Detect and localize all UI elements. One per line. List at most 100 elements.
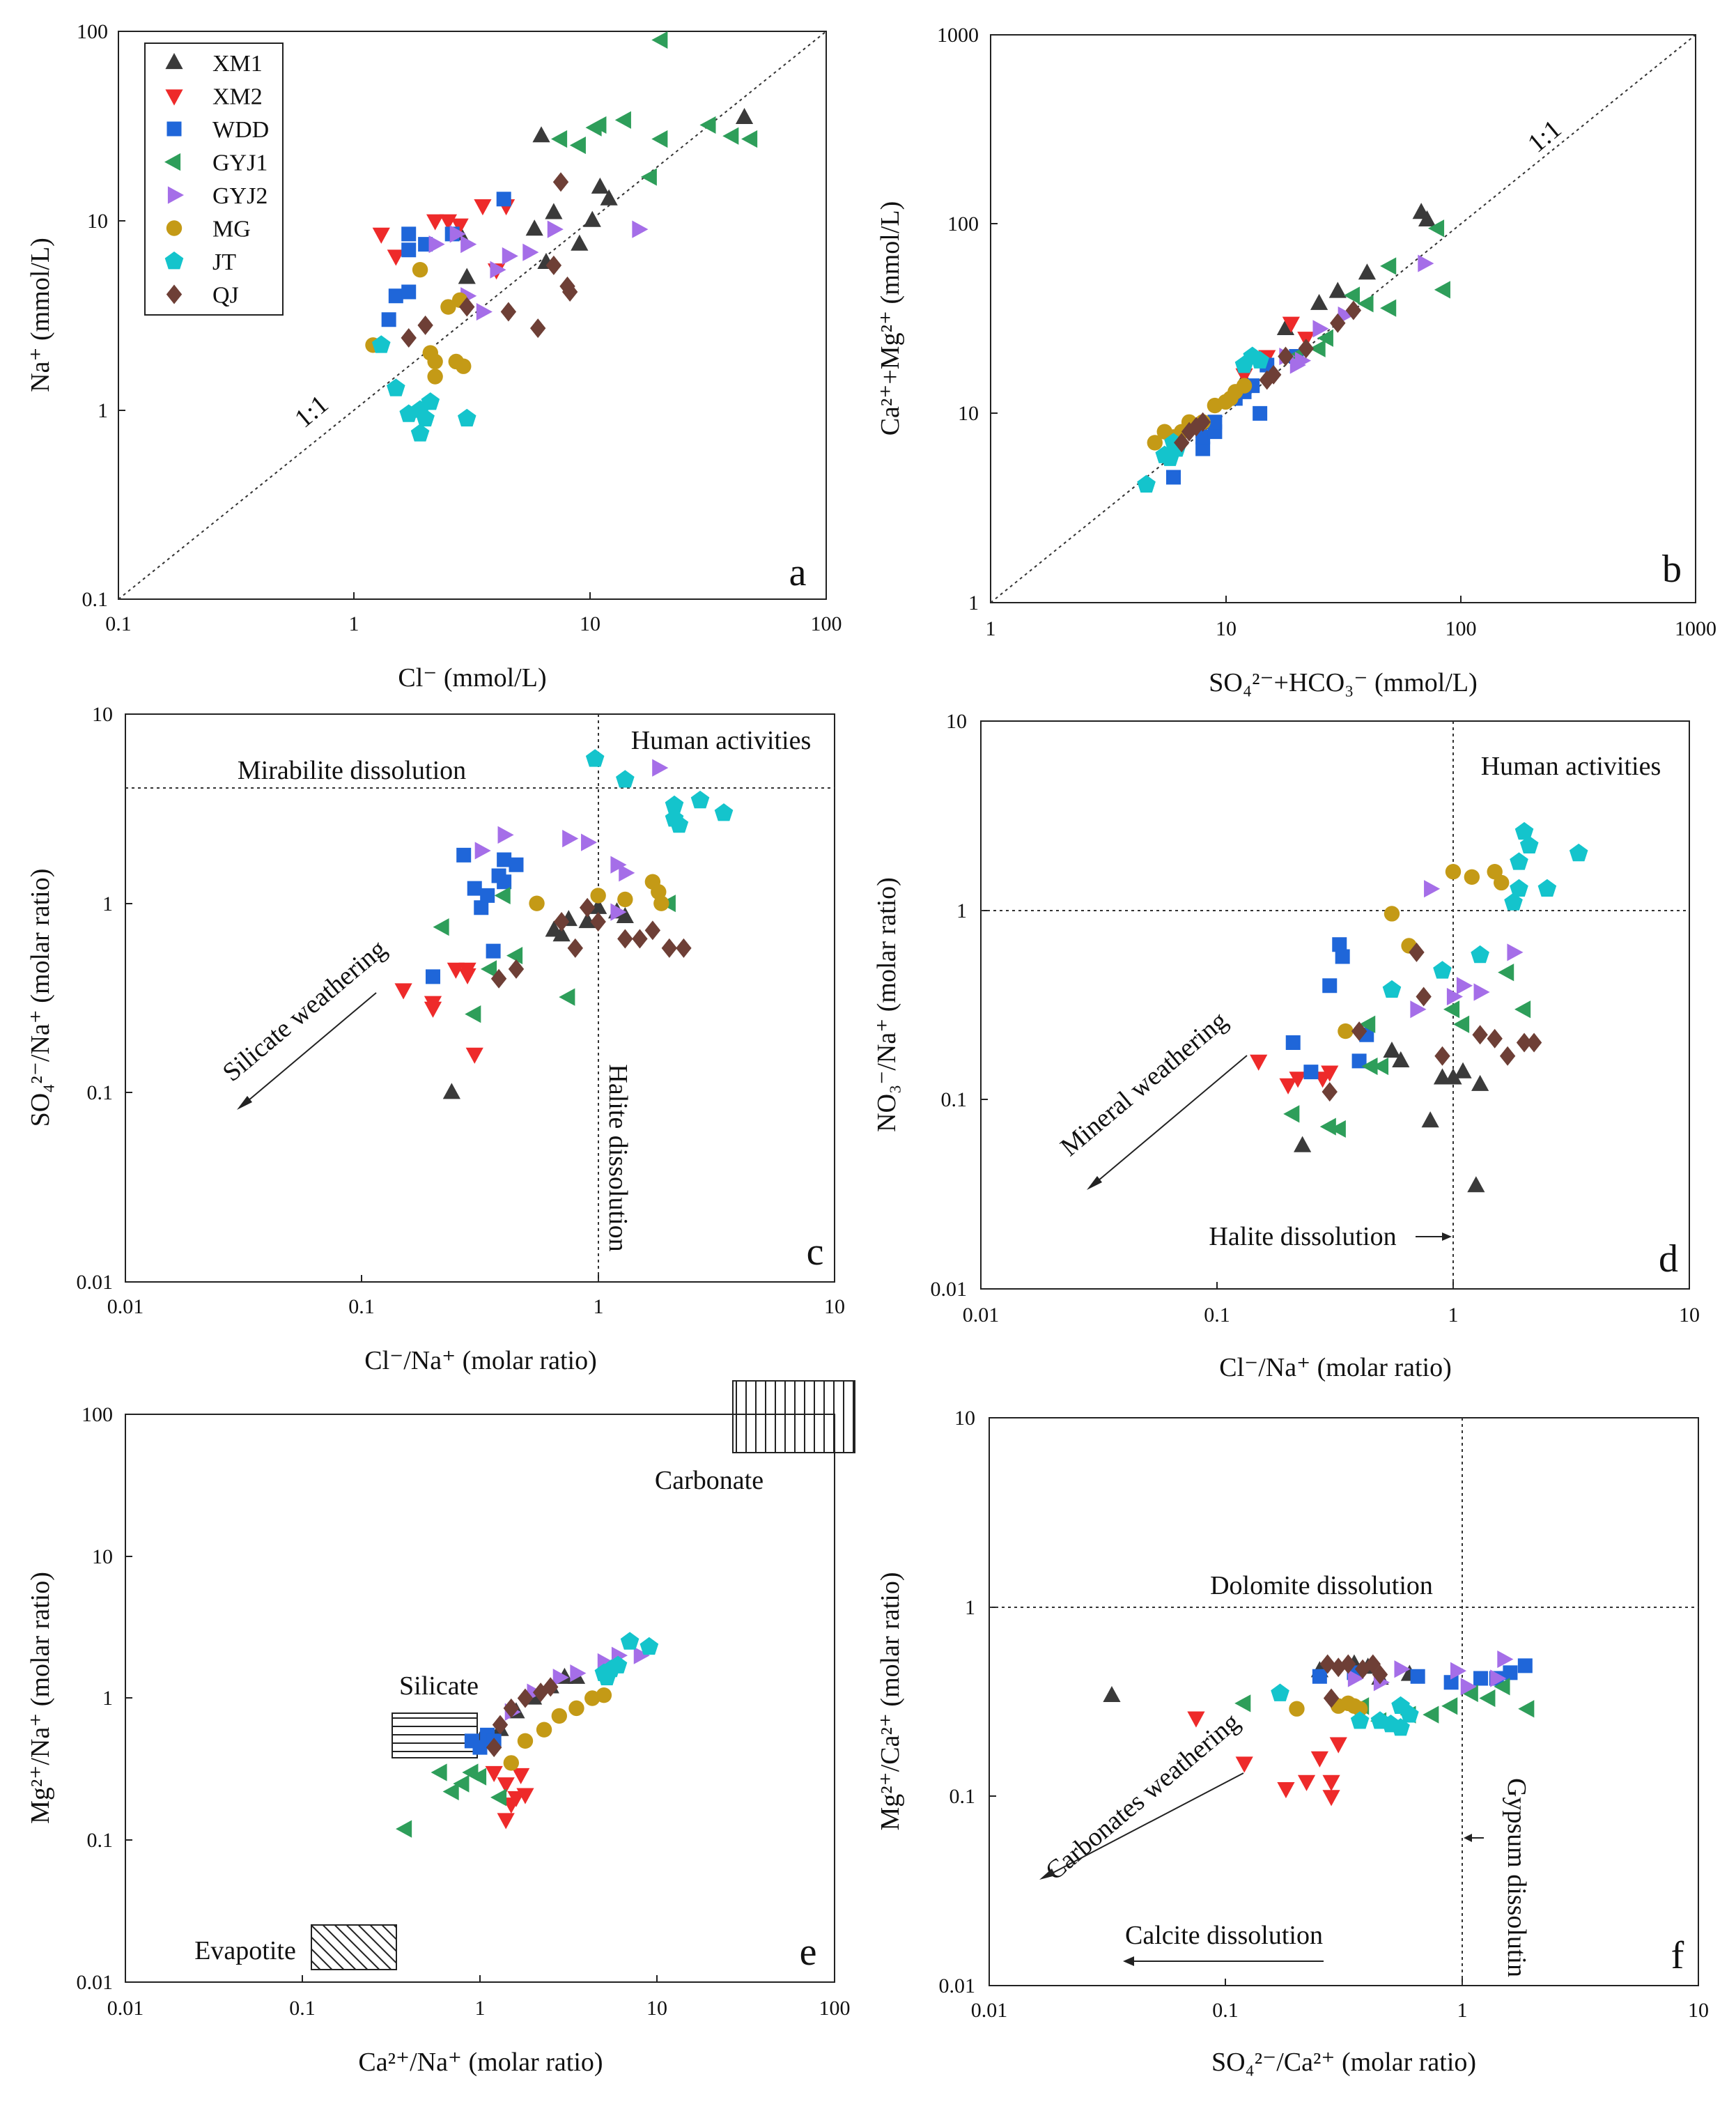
data-point [530, 318, 546, 339]
data-point [465, 1047, 483, 1064]
data-point [581, 833, 598, 851]
data-point [1517, 1658, 1533, 1673]
data-point [616, 906, 634, 923]
series-mg [1338, 864, 1510, 1039]
data-point [1421, 1111, 1439, 1128]
series-qj [490, 897, 692, 989]
data-point [591, 177, 609, 194]
halite-dissolution-label: Halite dissolution [603, 1064, 633, 1251]
data-point [1444, 1068, 1462, 1085]
data-point [1418, 210, 1436, 227]
data-point [1278, 346, 1294, 366]
data-point [590, 116, 607, 134]
data-point [372, 227, 390, 244]
x-tick-label: 100 [819, 1997, 851, 2020]
y-tick-label: 0.1 [941, 1088, 968, 1111]
y-tick-label: 10 [87, 210, 108, 233]
series-gyj1 [551, 31, 758, 186]
data-point [1347, 1669, 1364, 1687]
series-mg [365, 262, 472, 385]
data-point [442, 1083, 460, 1099]
data-point [512, 1768, 530, 1785]
series-jt [1271, 1683, 1419, 1736]
data-point [1285, 1035, 1301, 1051]
y-tick-label: 0.01 [931, 1278, 968, 1301]
data-point [551, 130, 568, 148]
data-point [714, 803, 734, 821]
data-point [401, 328, 417, 348]
series-layer-a [118, 31, 827, 600]
data-point [497, 1813, 515, 1830]
plot-frame-c [125, 713, 835, 1283]
data-point [532, 126, 550, 143]
data-point [569, 136, 586, 155]
data-point [1328, 281, 1347, 298]
y-tick-label: 1 [98, 399, 108, 422]
data-point [517, 1688, 534, 1708]
data-point [596, 1687, 612, 1703]
x-tick-label: 1000 [1675, 617, 1716, 640]
x-axis-label: Cl⁻ (mmol/L) [398, 663, 546, 693]
x-tick-label: 10 [1679, 1304, 1700, 1327]
silicate-region [392, 1712, 478, 1758]
panel-f: 0.01 0.1 1 10 0.01 0.1 1 10 SO₄²⁻/Ca²⁺ (… [876, 1407, 1709, 2077]
data-point [517, 1733, 534, 1749]
data-point [424, 1001, 442, 1018]
silicate-weathering-arrow [243, 992, 377, 1105]
data-point [536, 1722, 552, 1738]
legend-marker-mg [166, 220, 183, 236]
data-point [665, 809, 684, 827]
data-point [1410, 1000, 1427, 1019]
series-xm1 [451, 107, 754, 284]
data-point [644, 920, 661, 941]
data-point [1493, 874, 1510, 891]
series-layer-c [394, 749, 734, 1099]
data-point [1319, 1654, 1335, 1674]
data-point [458, 962, 476, 979]
y-tick-label: 0.01 [77, 1271, 114, 1294]
data-point [617, 891, 633, 908]
series-layer-f [1103, 1650, 1535, 1807]
data-point [570, 1664, 587, 1683]
data-point [1445, 864, 1462, 880]
gypsum-dissolution-arrowhead [1464, 1834, 1472, 1842]
data-point [1351, 1701, 1368, 1717]
panel-letter: f [1671, 1934, 1684, 1977]
y-tick-label: 10 [954, 1407, 975, 1430]
data-point [387, 249, 405, 266]
data-point [1310, 1751, 1328, 1768]
data-point [699, 116, 716, 134]
legend-items: XM1 XM2 WDD GYJ1 GYJ2 MG JT QJ [164, 51, 269, 309]
data-point [1383, 1041, 1401, 1058]
data-point [1427, 219, 1445, 238]
data-point [1340, 1654, 1356, 1674]
data-point [1195, 429, 1211, 444]
one-to-one-label-b: 1:1 [1522, 114, 1567, 158]
data-point [1499, 1046, 1516, 1066]
y-axis-label: Ca²⁺+Mg²⁺ (mmol/L) [876, 201, 905, 436]
y-tick-label: 0.01 [939, 1974, 976, 1997]
data-point [410, 424, 430, 442]
y-tick-label: 100 [82, 1403, 113, 1426]
data-point [1514, 1000, 1531, 1019]
data-point [1277, 1781, 1295, 1799]
data-point [428, 235, 445, 254]
legend-label-mg: MG [212, 217, 251, 242]
data-point [1351, 1021, 1367, 1042]
legend-marker-wdd [166, 121, 182, 137]
ticks-e [125, 1556, 658, 1982]
series-layer-b [990, 34, 1696, 603]
series-gyj2 [474, 759, 669, 921]
data-point [632, 929, 648, 949]
legend-label-xm1: XM1 [212, 51, 263, 77]
data-point [1518, 1700, 1535, 1718]
data-point [1454, 1062, 1472, 1078]
human-activities-label: Human activities [631, 726, 812, 755]
data-point [583, 210, 601, 227]
halite-dissolution-label: Halite dissolution [1209, 1222, 1396, 1251]
legend: XM1 XM2 WDD GYJ1 GYJ2 MG JT QJ [144, 42, 284, 316]
data-point [470, 1768, 487, 1786]
data-point [492, 1715, 509, 1735]
x-tick-label: 0.1 [1204, 1304, 1230, 1327]
y-axis-label: Mg²⁺/Ca²⁺ (molar ratio) [876, 1572, 905, 1830]
